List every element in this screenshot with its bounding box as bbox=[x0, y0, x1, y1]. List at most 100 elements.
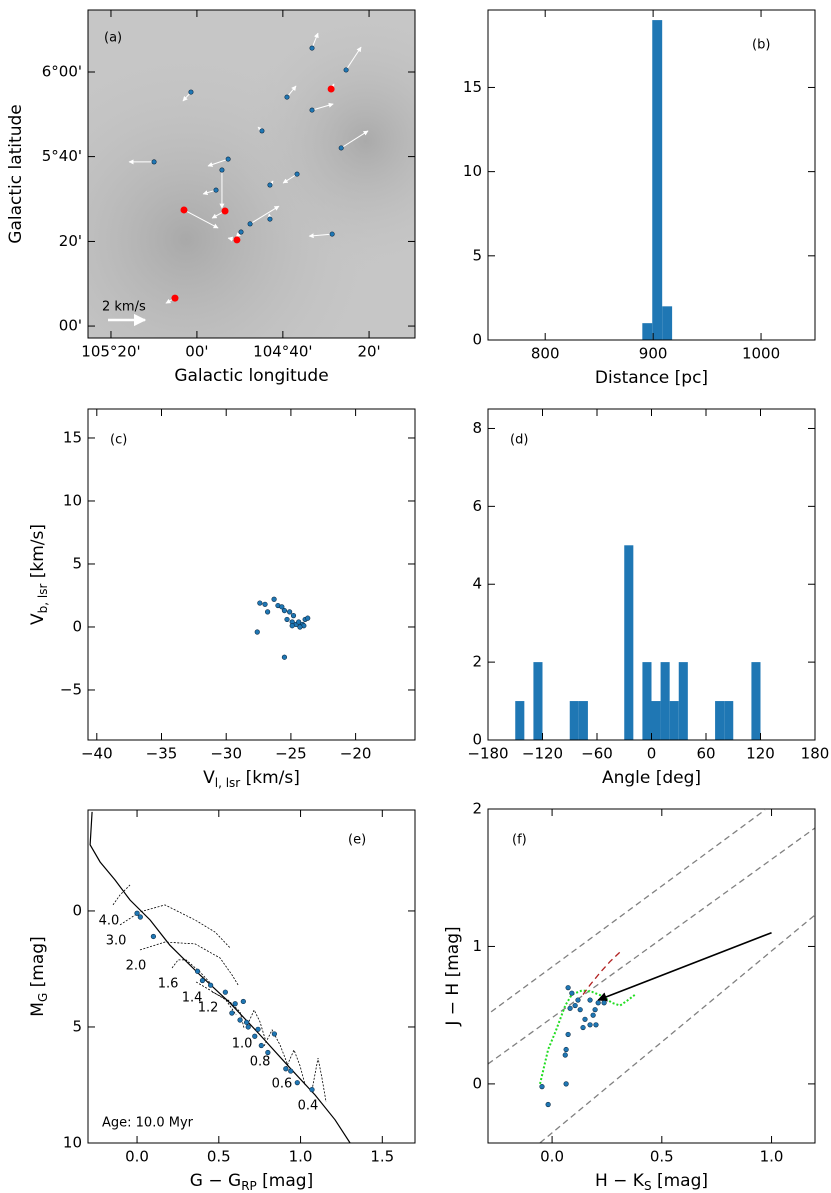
star bbox=[338, 145, 344, 151]
bar bbox=[533, 662, 543, 740]
curve bbox=[195, 981, 237, 1016]
panel: 4.0 3.0 2.0 1.61.41.2 1.0 0.80.6 0.4 0.0 0.5 1.0 1… bbox=[28, 809, 416, 1193]
axis-label: Vl, lsr [km/s] bbox=[203, 768, 300, 790]
track-label: 2.0 bbox=[126, 958, 147, 973]
axis-label-unit: [km/s] bbox=[28, 524, 48, 584]
y-tick-label: 5 bbox=[72, 554, 82, 572]
point bbox=[305, 615, 311, 621]
plot-area bbox=[128, 32, 369, 304]
curve bbox=[119, 904, 231, 949]
y-tick-label: 00' bbox=[59, 317, 82, 335]
point bbox=[590, 1012, 596, 1018]
panel: −180 −120 −60 0 60 120 180 0 2 4 6 8 Angle [deg] (d) bbox=[467, 408, 830, 788]
point bbox=[289, 623, 295, 629]
axis-label-unit: [mag] bbox=[257, 1171, 313, 1191]
star bbox=[309, 107, 315, 113]
x-tick-label: 1.0 bbox=[760, 1148, 784, 1166]
annotation: Age: 10.0 Myr bbox=[102, 1116, 194, 1131]
point bbox=[271, 1031, 277, 1037]
motion-arrow bbox=[282, 173, 298, 184]
axis-label-main: H − K bbox=[595, 1171, 645, 1191]
x-tick-label: −20 bbox=[340, 745, 372, 763]
track-label: 1.4 bbox=[182, 990, 203, 1005]
star bbox=[329, 231, 335, 237]
point bbox=[281, 607, 288, 614]
track-label: 0.6 bbox=[272, 1077, 293, 1092]
point bbox=[262, 601, 268, 607]
motion-arrow bbox=[345, 46, 362, 71]
star bbox=[225, 156, 231, 162]
x-tick-label: 0.5 bbox=[207, 1148, 231, 1166]
axis-label-unit: [mag] bbox=[28, 936, 48, 992]
isochrone bbox=[89, 811, 351, 1143]
star bbox=[188, 89, 194, 95]
point bbox=[587, 997, 593, 1003]
point bbox=[296, 619, 302, 625]
axis-label-sub: l, lsr bbox=[215, 776, 241, 790]
star bbox=[151, 159, 157, 165]
track-label: 3.0 bbox=[106, 933, 127, 948]
bar bbox=[624, 545, 634, 740]
axis-label-sub: b, lsr bbox=[36, 584, 50, 614]
curve bbox=[488, 827, 815, 1065]
point bbox=[265, 609, 271, 615]
y-tick-label: −5 bbox=[60, 680, 82, 698]
x-tick-label: 1.5 bbox=[370, 1148, 394, 1166]
axis-label-sub: S bbox=[644, 1179, 652, 1193]
bar bbox=[578, 701, 588, 740]
plot-area bbox=[642, 20, 673, 340]
curve bbox=[245, 1009, 267, 1043]
annotation: (a) bbox=[104, 31, 122, 46]
axis-label-main: V bbox=[203, 768, 215, 788]
y-tick-label: 0 bbox=[72, 617, 82, 635]
x-tick-label: 120 bbox=[746, 745, 775, 763]
annotation: 2 km/s bbox=[102, 300, 146, 315]
point bbox=[287, 609, 293, 615]
bar bbox=[515, 701, 525, 740]
bar bbox=[669, 701, 679, 740]
point bbox=[601, 1000, 607, 1006]
y-tick-label: 6 bbox=[472, 497, 482, 515]
curve bbox=[171, 959, 213, 986]
axis-label: G − GRP [mag] bbox=[190, 1171, 313, 1193]
annotation: (c) bbox=[110, 433, 127, 448]
y-tick-label: 10 bbox=[463, 162, 482, 180]
bar bbox=[652, 20, 663, 340]
annotation: (f) bbox=[512, 833, 527, 848]
bar bbox=[715, 701, 725, 740]
axis-label: J − H [mag] bbox=[443, 926, 463, 1026]
star bbox=[233, 236, 241, 244]
point bbox=[237, 1017, 243, 1023]
point bbox=[572, 1002, 578, 1009]
curve bbox=[285, 1048, 306, 1086]
point bbox=[254, 629, 260, 635]
curve bbox=[490, 809, 766, 1013]
frame bbox=[87, 408, 416, 741]
x-tick-label: 900 bbox=[639, 345, 668, 363]
star bbox=[180, 206, 188, 214]
track-label: 1.0 bbox=[232, 1036, 253, 1051]
point bbox=[271, 596, 277, 602]
x-tick-label: −180 bbox=[467, 745, 508, 763]
x-tick-label: 0.5 bbox=[650, 1148, 674, 1166]
point bbox=[283, 1066, 289, 1072]
x-tick-label: 180 bbox=[801, 745, 830, 763]
reddening-arrow bbox=[597, 931, 772, 1002]
point bbox=[565, 1031, 571, 1038]
point bbox=[232, 1001, 238, 1007]
x-tick-label: −25 bbox=[275, 745, 307, 763]
axis-label: Galactic longitude bbox=[174, 366, 328, 386]
track-label: 1.6 bbox=[158, 977, 179, 992]
x-tick-label: −120 bbox=[522, 745, 563, 763]
y-tick-label: 0 bbox=[472, 1074, 482, 1092]
star bbox=[327, 85, 335, 93]
point bbox=[255, 1026, 261, 1032]
point bbox=[593, 1022, 599, 1028]
point bbox=[134, 910, 140, 916]
y-tick-label: 5 bbox=[472, 246, 482, 264]
axis-label: Galactic latitude bbox=[6, 104, 26, 243]
star bbox=[267, 216, 273, 222]
point bbox=[245, 1024, 251, 1030]
track-label: 0.8 bbox=[250, 1055, 271, 1070]
point bbox=[297, 624, 303, 630]
